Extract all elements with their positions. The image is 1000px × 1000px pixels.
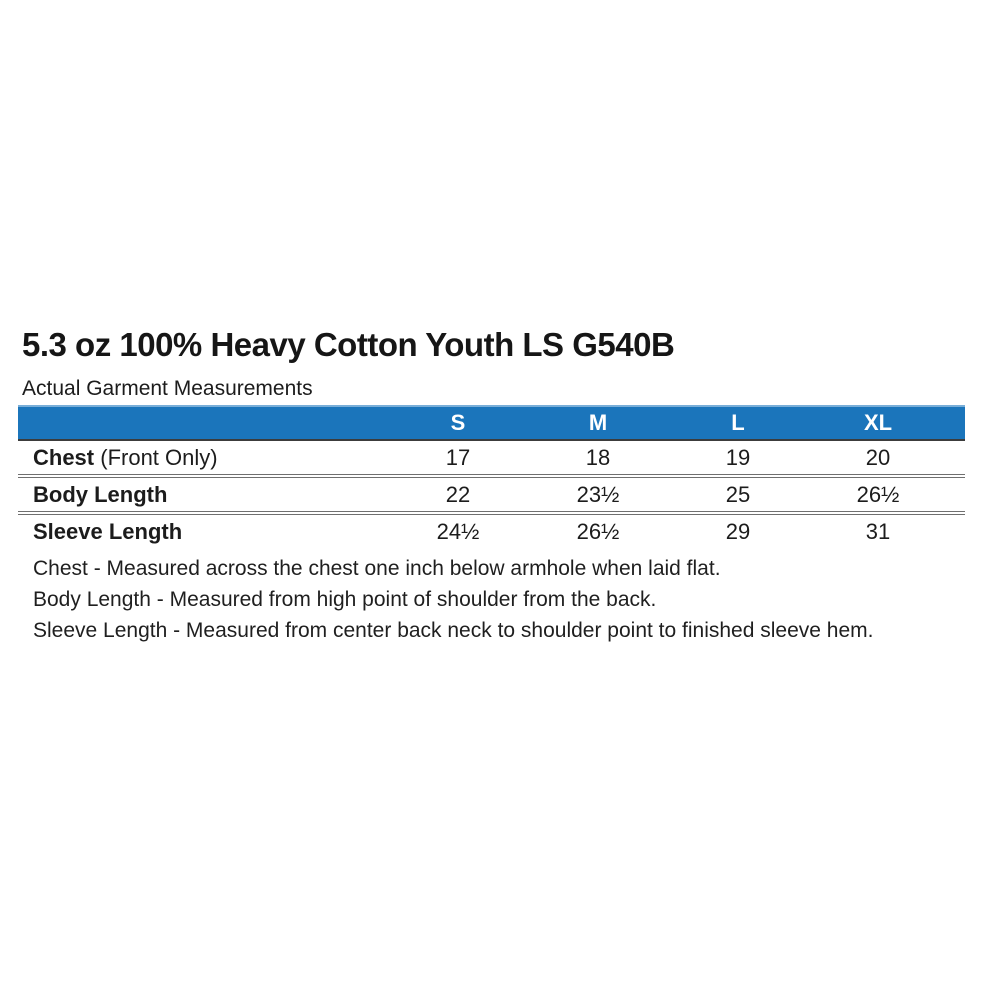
page-title: 5.3 oz 100% Heavy Cotton Youth LS G540B xyxy=(22,326,675,363)
table-row-chest: Chest (Front Only) 17 18 19 20 xyxy=(18,441,965,478)
value-cell: 25 xyxy=(725,481,751,507)
footnote-chest: Chest - Measured across the chest one in… xyxy=(33,557,721,580)
footnote-body-length: Body Length - Measured from high point o… xyxy=(33,588,657,611)
value-cell: 22 xyxy=(445,481,471,507)
row-label-bold: Body Length xyxy=(33,481,168,507)
value-cell: 23½ xyxy=(576,481,620,507)
row-label-sleeve-length: Sleeve Length xyxy=(18,519,388,545)
col-header-l: L xyxy=(731,410,745,435)
value-cell: 26½ xyxy=(576,518,620,544)
value-cell: 18 xyxy=(585,444,611,470)
value-cell: 17 xyxy=(445,444,471,470)
row-label-body-length: Body Length xyxy=(18,482,388,508)
row-label-bold: Sleeve Length xyxy=(33,518,183,544)
value-cell: 29 xyxy=(725,518,751,544)
value-cell: 24½ xyxy=(436,518,480,544)
value-cell: 20 xyxy=(865,444,891,470)
row-label-chest: Chest (Front Only) xyxy=(18,445,388,471)
table-header-row: S M L XL xyxy=(18,405,965,441)
col-header-m: M xyxy=(588,410,608,435)
table-row-body-length: Body Length 22 23½ 25 26½ xyxy=(18,478,965,515)
footnotes: Chest - Measured across the chest one in… xyxy=(33,553,873,646)
value-cell: 26½ xyxy=(856,481,900,507)
footnote-sleeve-length: Sleeve Length - Measured from center bac… xyxy=(33,619,874,642)
col-header-xl: XL xyxy=(863,410,893,435)
row-label-suffix: (Front Only) xyxy=(94,444,218,470)
subtitle: Actual Garment Measurements xyxy=(22,377,313,400)
value-cell: 31 xyxy=(865,518,891,544)
measurements-table: S M L XL Chest (Front Only) 17 18 19 20 … xyxy=(18,405,965,548)
col-header-s: S xyxy=(450,410,466,435)
value-cell: 19 xyxy=(725,444,751,470)
row-label-bold: Chest xyxy=(33,444,95,470)
table-row-sleeve-length: Sleeve Length 24½ 26½ 29 31 xyxy=(18,515,965,548)
